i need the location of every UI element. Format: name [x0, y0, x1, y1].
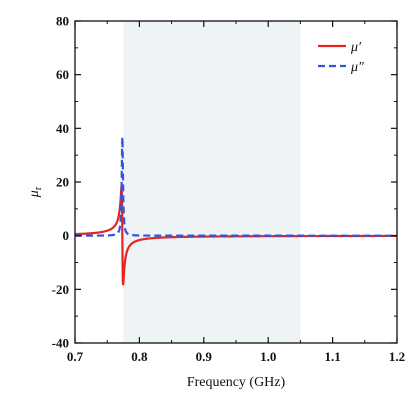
x-tick-label: 0.9	[196, 349, 213, 364]
x-tick-label: 0.8	[131, 349, 148, 364]
series-layer	[75, 137, 397, 286]
y-tick-label: -20	[52, 282, 69, 297]
shaded-region	[123, 21, 301, 343]
x-tick-label: 1.2	[389, 349, 405, 364]
legend: μ′ μ″	[318, 40, 364, 75]
legend-label: μ″	[350, 60, 364, 75]
x-axis-label: Frequency (GHz)	[187, 375, 286, 390]
x-tick-label: 1.1	[324, 349, 340, 364]
legend-label: μ′	[350, 40, 362, 55]
axes-layer: 0.7 0.8 0.9 1.0 1.1 1.2 -40 -20 0 20 40 60 80	[52, 14, 405, 365]
y-tick-label: 0	[63, 228, 70, 243]
series-line-mu-double-prime	[75, 137, 397, 237]
y-axis-label: μr	[27, 186, 44, 198]
y-tick-label: 60	[56, 67, 69, 82]
y-tick-label: -40	[52, 336, 69, 351]
y-tick-label: 20	[56, 175, 69, 190]
x-tick-label: 0.7	[67, 349, 84, 364]
x-tick-label: 1.0	[260, 349, 276, 364]
y-tick-label: 80	[56, 14, 69, 29]
y-tick-label: 40	[56, 121, 69, 136]
